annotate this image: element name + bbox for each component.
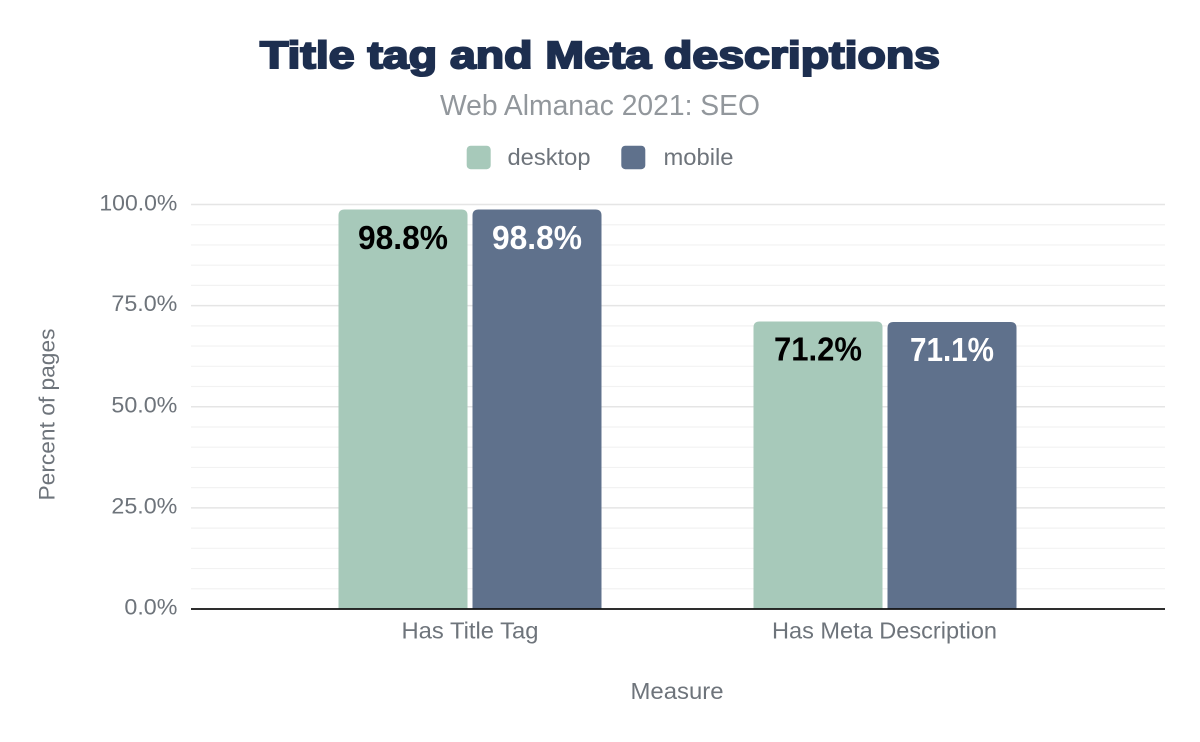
svg-text:Web Almanac 2021: SEO: Web Almanac 2021: SEO	[440, 90, 760, 122]
svg-text:Measure: Measure	[631, 678, 724, 704]
svg-text:Has Meta Description: Has Meta Description	[772, 618, 997, 644]
svg-text:98.8%: 98.8%	[358, 219, 448, 256]
svg-text:Has Title Tag: Has Title Tag	[402, 618, 539, 644]
svg-text:71.1%: 71.1%	[910, 331, 994, 368]
svg-text:desktop: desktop	[508, 144, 591, 170]
svg-text:25.0%: 25.0%	[111, 494, 177, 519]
svg-text:100.0%: 100.0%	[99, 191, 177, 216]
svg-text:71.2%: 71.2%	[774, 331, 862, 368]
svg-text:50.0%: 50.0%	[111, 392, 177, 417]
svg-text:75.0%: 75.0%	[111, 291, 177, 316]
svg-text:98.8%: 98.8%	[492, 219, 582, 256]
svg-text:Percent of pages: Percent of pages	[35, 329, 60, 501]
svg-text:0.0%: 0.0%	[124, 595, 177, 620]
svg-text:mobile: mobile	[664, 144, 734, 170]
svg-text:Title tag and Meta description: Title tag and Meta descriptions	[260, 35, 940, 77]
